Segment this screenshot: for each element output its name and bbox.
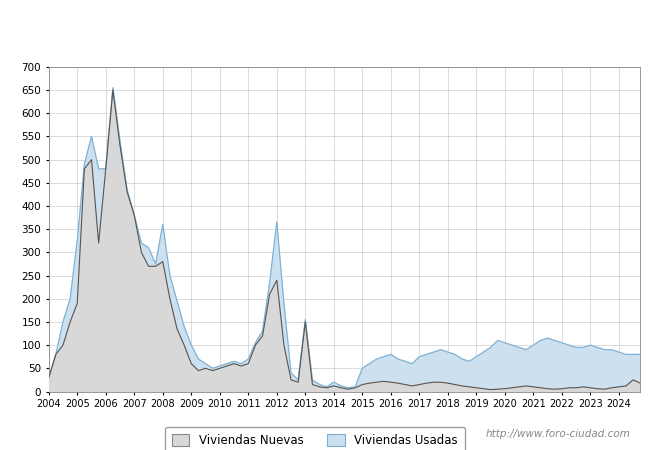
Text: Azuqueca de Henares - Evolucion del Nº de Transacciones Inmobiliarias: Azuqueca de Henares - Evolucion del Nº d… [51,9,599,24]
Legend: Viviendas Nuevas, Viviendas Usadas: Viviendas Nuevas, Viviendas Usadas [164,427,465,450]
Text: http://www.foro-ciudad.com: http://www.foro-ciudad.com [486,429,630,439]
